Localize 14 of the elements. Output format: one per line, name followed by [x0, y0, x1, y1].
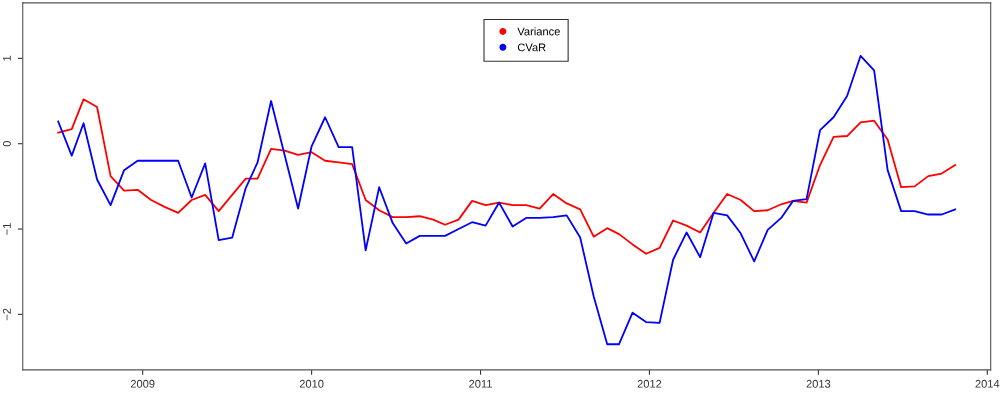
legend-label: CVaR — [517, 43, 546, 52]
y-tick-label: −2 — [2, 308, 11, 321]
x-tick-label: 2012 — [637, 379, 662, 388]
line-series — [57, 98, 957, 255]
legend-label: Variance — [517, 27, 560, 36]
line-series — [57, 54, 957, 346]
x-tick-label: 2009 — [130, 379, 155, 388]
y-tick-label: 1 — [3, 55, 11, 61]
x-tick-label: 2013 — [806, 379, 831, 388]
x-tick-label: 2014 — [975, 379, 1000, 388]
x-tick-label: 2010 — [299, 379, 324, 388]
x-tick-label: 2011 — [469, 379, 492, 388]
y-tick-label: 0 — [2, 141, 11, 147]
y-tick-label: −1 — [3, 223, 11, 235]
